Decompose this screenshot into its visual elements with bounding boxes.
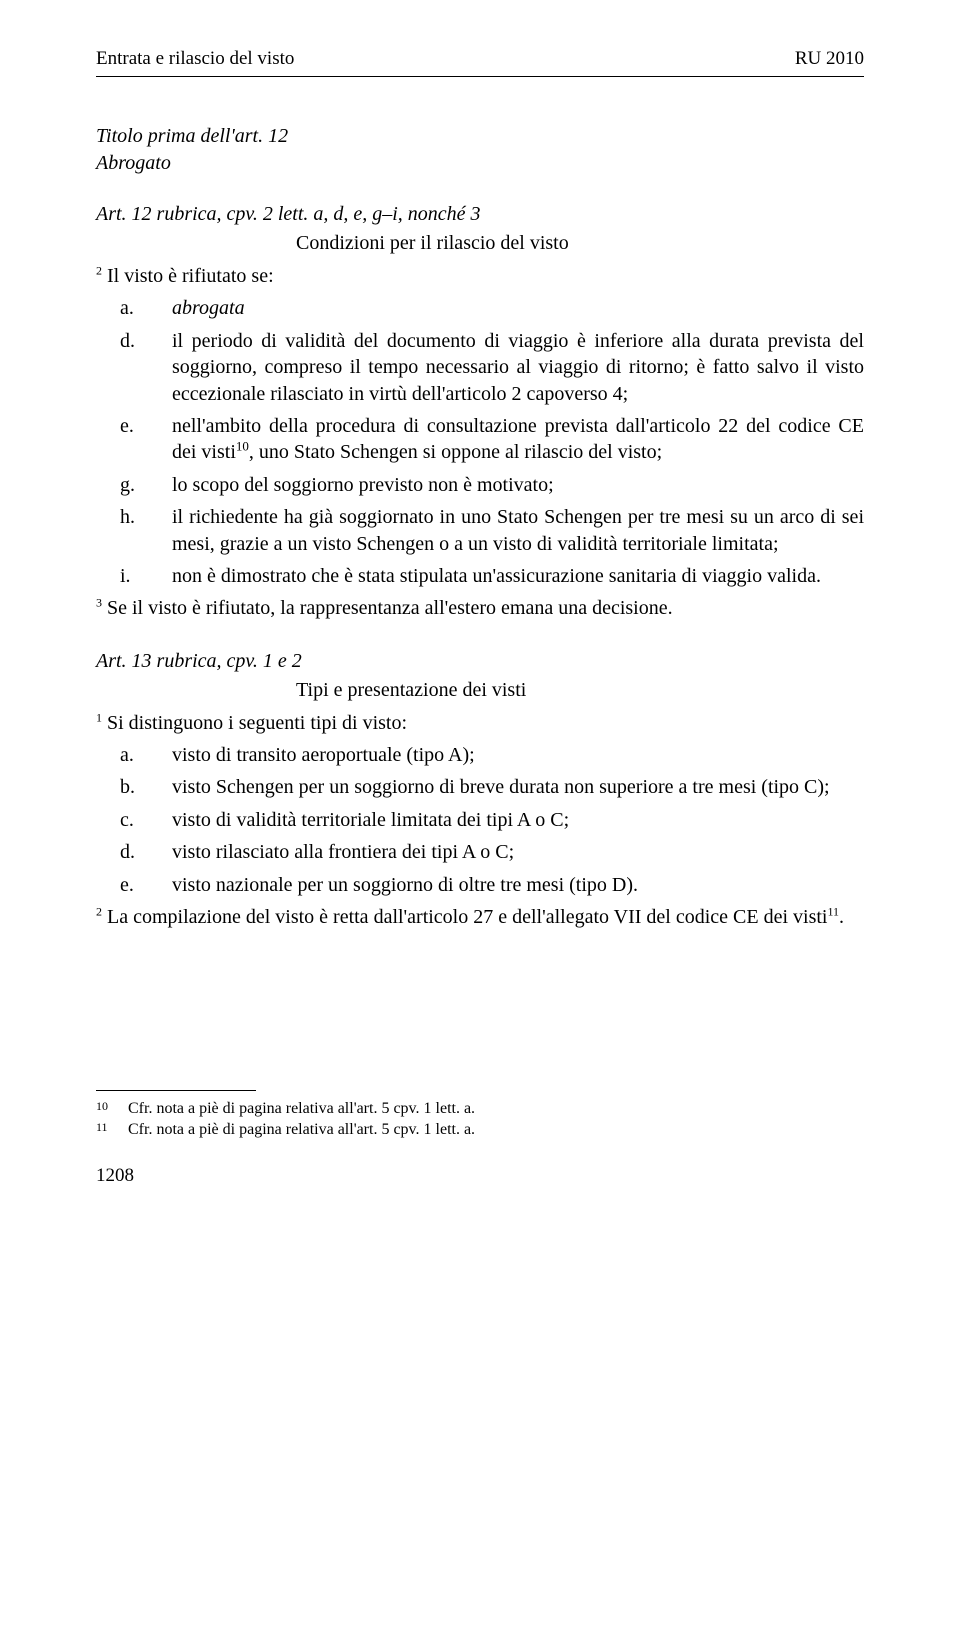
item-text: visto Schengen per un soggiorno di breve…: [172, 774, 864, 800]
art13-item-c: c. visto di validità territoriale limita…: [96, 807, 864, 833]
art12-item-h: h. il richiedente ha già soggiornato in …: [96, 504, 864, 557]
item-text: lo scopo del soggiorno previsto non è mo…: [172, 472, 864, 498]
item-text: visto nazionale per un soggiorno di oltr…: [172, 872, 864, 898]
art13-subtitle: Tipi e presentazione dei visti: [296, 679, 864, 702]
footnote-text: Cfr. nota a piè di pagina relativa all'a…: [128, 1120, 475, 1141]
abrogato-label: Abrogato: [96, 152, 864, 175]
art12-para3: 3 Se il visto è rifiutato, la rappresent…: [96, 595, 864, 621]
marker: a.: [96, 742, 172, 768]
footnote-text: Cfr. nota a piè di pagina relativa all'a…: [128, 1099, 475, 1120]
marker: a.: [96, 295, 172, 321]
page-number: 1208: [96, 1165, 864, 1187]
art12-heading: Art. 12 rubrica, cpv. 2 lett. a, d, e, g…: [96, 203, 864, 226]
para2-text: Il visto è rifiutato se:: [102, 265, 274, 287]
art13-list: a. visto di transito aeroportuale (tipo …: [96, 742, 864, 898]
item-text: visto rilasciato alla frontiera dei tipi…: [172, 839, 864, 865]
art13-item-a: a. visto di transito aeroportuale (tipo …: [96, 742, 864, 768]
art12-para2-intro: 2 Il visto è rifiutato se:: [96, 263, 864, 289]
page: Entrata e rilascio del visto RU 2010 Tit…: [0, 0, 960, 1641]
para1-text: Si distinguono i seguenti tipi di visto:: [102, 712, 407, 734]
marker: i.: [96, 563, 172, 589]
item-text: nell'ambito della procedura di consultaz…: [172, 413, 864, 466]
art13-item-e: e. visto nazionale per un soggiorno di o…: [96, 872, 864, 898]
art12-item-a: a. abrogata: [96, 295, 864, 321]
footnote-separator: [96, 1090, 256, 1091]
art12-item-i: i. non è dimostrato che è stata stipulat…: [96, 563, 864, 589]
marker: c.: [96, 807, 172, 833]
art12-item-e: e. nell'ambito della procedura di consul…: [96, 413, 864, 466]
footnote-num: 10: [96, 1099, 128, 1120]
marker: d.: [96, 328, 172, 407]
art12-item-g: g. lo scopo del soggiorno previsto non è…: [96, 472, 864, 498]
header-right: RU 2010: [795, 48, 864, 70]
footnote-num: 11: [96, 1120, 128, 1141]
art13-para1: 1 Si distinguono i seguenti tipi di vist…: [96, 710, 864, 736]
item-text: il periodo di validità del documento di …: [172, 328, 864, 407]
art12-subtitle: Condizioni per il rilascio del visto: [296, 232, 864, 255]
marker: h.: [96, 504, 172, 557]
title-before-art12: Titolo prima dell'art. 12: [96, 125, 864, 148]
footnote-10: 10 Cfr. nota a piè di pagina relativa al…: [96, 1099, 864, 1120]
item-text: non è dimostrato che è stata stipulata u…: [172, 563, 864, 589]
marker: g.: [96, 472, 172, 498]
footnote-11: 11 Cfr. nota a piè di pagina relativa al…: [96, 1120, 864, 1141]
item-text: abrogata: [172, 297, 245, 319]
art12-item-d: d. il periodo di validità del documento …: [96, 328, 864, 407]
page-header: Entrata e rilascio del visto RU 2010: [96, 48, 864, 77]
art13-heading: Art. 13 rubrica, cpv. 1 e 2: [96, 650, 864, 673]
art12-list: a. abrogata d. il periodo di validità de…: [96, 295, 864, 589]
art13-item-d: d. visto rilasciato alla frontiera dei t…: [96, 839, 864, 865]
marker: e.: [96, 413, 172, 466]
marker: e.: [96, 872, 172, 898]
marker: b.: [96, 774, 172, 800]
art13-item-b: b. visto Schengen per un soggiorno di br…: [96, 774, 864, 800]
header-left: Entrata e rilascio del visto: [96, 48, 294, 70]
item-text: il richiedente ha già soggiornato in uno…: [172, 504, 864, 557]
item-text: visto di validità territoriale limitata …: [172, 807, 864, 833]
item-text: visto di transito aeroportuale (tipo A);: [172, 742, 864, 768]
art13-para2: 2 La compilazione del visto è retta dall…: [96, 904, 864, 930]
para3-text: Se il visto è rifiutato, la rappresentan…: [102, 597, 673, 619]
marker: d.: [96, 839, 172, 865]
